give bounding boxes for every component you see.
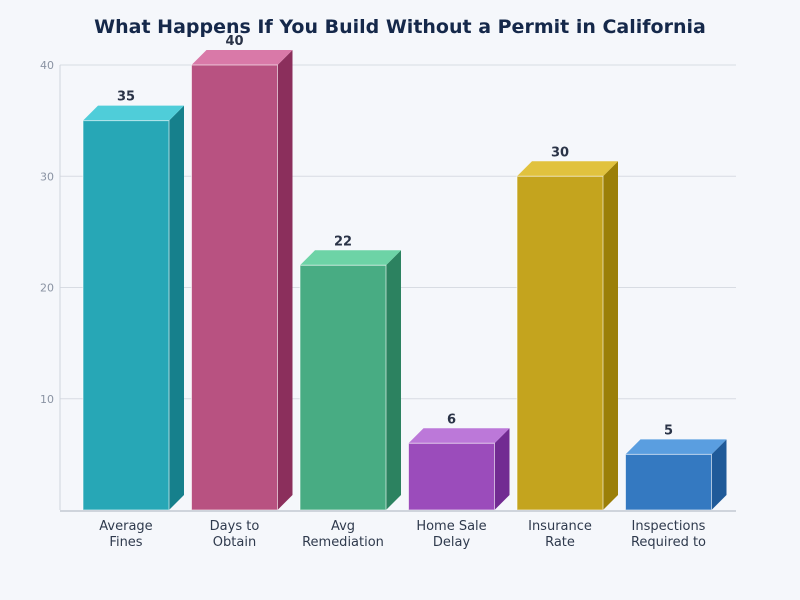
y-tick-label: 20: [40, 282, 54, 295]
y-tick-label: 10: [40, 393, 54, 406]
x-tick-label: Inspections: [632, 519, 706, 534]
x-tick-label: Insurance: [528, 519, 592, 534]
bar-top: [300, 250, 401, 266]
x-tick-label: Remediation: [302, 535, 384, 550]
data-label: 35: [117, 90, 135, 105]
bar-side: [277, 50, 293, 510]
x-tick-label: Avg: [331, 519, 355, 534]
bar: [516, 175, 604, 511]
chart-title: What Happens If You Build Without a Perm…: [94, 16, 706, 38]
bar: [191, 64, 278, 511]
bar: [299, 264, 387, 511]
data-label: 40: [225, 34, 243, 49]
x-tick-label: Required to: [631, 535, 706, 550]
bar-side: [711, 439, 727, 510]
x-tick-label: Delay: [433, 535, 471, 550]
bar-side: [169, 105, 184, 510]
bar: [625, 453, 712, 511]
data-label: 22: [334, 234, 352, 249]
data-label: 30: [551, 145, 569, 160]
x-tick-label: Average: [99, 519, 152, 534]
data-label: 6: [447, 412, 456, 427]
bar-side: [603, 161, 618, 510]
y-tick-label: 40: [40, 59, 54, 72]
bar: [408, 442, 495, 511]
bar-top: [83, 105, 184, 121]
x-tick-label: Days to: [210, 519, 260, 534]
bar-side: [494, 428, 510, 510]
data-label: 5: [664, 423, 673, 438]
bar-top: [625, 439, 727, 455]
bar-top: [517, 161, 618, 177]
bar: [82, 120, 170, 511]
bar-top: [408, 428, 510, 444]
bar-top: [191, 50, 293, 65]
y-tick-label: 30: [40, 170, 54, 183]
x-tick-label: Rate: [545, 535, 575, 550]
x-tick-label: Home Sale: [416, 519, 486, 534]
bar-side: [386, 250, 401, 510]
x-tick-label: Fines: [109, 535, 142, 550]
x-tick-label: Obtain: [213, 535, 256, 550]
